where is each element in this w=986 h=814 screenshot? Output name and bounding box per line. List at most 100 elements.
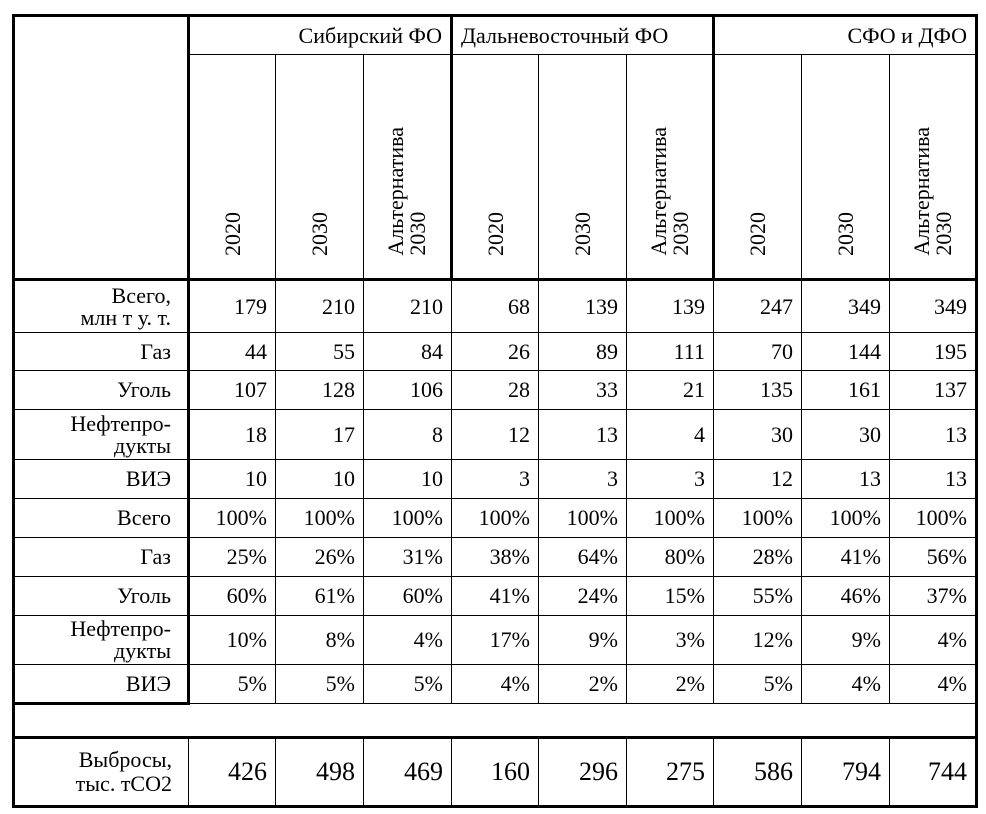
cell: 17 bbox=[275, 409, 364, 460]
cell: 12 bbox=[451, 409, 539, 460]
cell: 349 bbox=[889, 279, 977, 333]
subheader-line: 2030 bbox=[569, 212, 595, 256]
cell: 144 bbox=[801, 332, 890, 371]
cell: 137 bbox=[889, 370, 977, 410]
row-label: ВИЭ bbox=[13, 459, 190, 499]
subheader-line: 2030 bbox=[405, 212, 430, 256]
row-label: Всего, млн т у. т. bbox=[13, 279, 190, 333]
row-label: Уголь bbox=[13, 370, 190, 410]
rotated-label: Альтернатива 2030 bbox=[645, 127, 693, 256]
subheader-line: 2020 bbox=[745, 212, 770, 256]
cell: 10 bbox=[275, 459, 364, 499]
subheader-line: Альтернатива bbox=[645, 127, 671, 256]
cell: 37% bbox=[889, 576, 977, 616]
row-label-line: Выбросы, bbox=[78, 747, 172, 772]
cell: 5% bbox=[188, 664, 276, 704]
rotated-label: 2020 bbox=[745, 212, 770, 256]
group-header: СФО и ДФО bbox=[713, 15, 977, 55]
cell: 13 bbox=[889, 409, 977, 460]
data-row: Всего, млн т у. т. 179 210 210 68 139 139 247 349… bbox=[13, 279, 977, 333]
cell: 10 bbox=[188, 459, 276, 499]
cell: 8 bbox=[363, 409, 452, 460]
cell: 128 bbox=[275, 370, 364, 410]
subheader-line: 2020 bbox=[482, 212, 508, 256]
emissions-row: Выбросы, тыс. тСО2 426 498 469 160 296 275 586 79… bbox=[13, 736, 977, 807]
cell: 4% bbox=[889, 664, 977, 704]
cell: 469 bbox=[363, 736, 452, 807]
cell: 111 bbox=[626, 332, 714, 371]
corner-cell bbox=[13, 15, 190, 281]
cell: 84 bbox=[363, 332, 452, 371]
row-label-line: Нефтепро- bbox=[70, 616, 171, 641]
row-label-line: Газ bbox=[140, 338, 171, 364]
cell: 3% bbox=[626, 615, 714, 665]
cell: 179 bbox=[188, 279, 276, 333]
cell: 349 bbox=[801, 279, 890, 333]
cell: 100% bbox=[713, 498, 802, 538]
spacer-row bbox=[13, 703, 977, 738]
cell: 70 bbox=[713, 332, 802, 371]
data-row: Газ 44 55 84 26 89 111 70 144 195 bbox=[13, 332, 977, 371]
cell: 56% bbox=[889, 537, 977, 577]
row-label-line: Уголь bbox=[117, 583, 171, 608]
cell: 3 bbox=[451, 459, 539, 499]
subheader: Альтернатива 2030 bbox=[363, 54, 453, 281]
subheader-line: 2020 bbox=[219, 212, 245, 256]
cell: 33 bbox=[538, 370, 627, 410]
data-row: Газ 25% 26% 31% 38% 64% 80% 28% 41% 56% bbox=[13, 537, 977, 577]
cell: 100% bbox=[188, 498, 276, 538]
cell: 3 bbox=[538, 459, 627, 499]
cell: 46% bbox=[801, 576, 890, 616]
row-label-line: Газ bbox=[140, 544, 171, 569]
cell: 60% bbox=[363, 576, 452, 616]
group-header-row: Сибирский ФО Дальневосточный ФО СФО и ДФО bbox=[13, 15, 977, 281]
cell: 89 bbox=[538, 332, 627, 371]
subheader-line: 2030 bbox=[667, 212, 693, 256]
subheader: 2020 bbox=[451, 54, 539, 281]
subheader: 2030 bbox=[275, 54, 364, 281]
row-label: ВИЭ bbox=[13, 664, 190, 705]
data-row: Нефтепро-дукты 10% 8% 4% 17% 9% 3% 12% 9% 4% bbox=[13, 615, 977, 665]
cell: 100% bbox=[451, 498, 539, 538]
cell: 296 bbox=[538, 736, 627, 807]
cell: 30 bbox=[713, 409, 802, 460]
cell: 12 bbox=[713, 459, 802, 499]
row-label-line: млн т у. т. bbox=[80, 304, 171, 330]
cell: 55% bbox=[713, 576, 802, 616]
cell: 100% bbox=[889, 498, 977, 538]
cell: 100% bbox=[363, 498, 452, 538]
subheader: Альтернатива 2030 bbox=[889, 54, 977, 281]
cell: 195 bbox=[889, 332, 977, 371]
row-label: Всего bbox=[13, 498, 190, 538]
subheader-line: 2030 bbox=[306, 212, 332, 256]
cell: 55 bbox=[275, 332, 364, 371]
spacer-cell bbox=[13, 703, 977, 738]
cell: 4% bbox=[451, 664, 539, 704]
cell: 135 bbox=[713, 370, 802, 410]
cell: 2% bbox=[626, 664, 714, 704]
cell: 5% bbox=[363, 664, 452, 704]
cell: 21 bbox=[626, 370, 714, 410]
row-label: Уголь bbox=[13, 576, 190, 616]
data-table: Сибирский ФО Дальневосточный ФО СФО и ДФО 2… bbox=[12, 14, 978, 808]
subheader-line: Альтернатива bbox=[383, 127, 408, 256]
subheader: 2030 bbox=[801, 54, 890, 281]
cell: 161 bbox=[801, 370, 890, 410]
cell: 5% bbox=[275, 664, 364, 704]
rotated-label: 2020 bbox=[219, 212, 245, 256]
group-header: Дальневосточный ФО bbox=[451, 15, 715, 55]
cell: 586 bbox=[713, 736, 802, 807]
subheader: 2020 bbox=[713, 54, 802, 281]
cell: 498 bbox=[275, 736, 364, 807]
cell: 26% bbox=[275, 537, 364, 577]
cell: 794 bbox=[801, 736, 890, 807]
row-label-line: дукты bbox=[114, 638, 171, 663]
cell: 3 bbox=[626, 459, 714, 499]
rotated-label: Альтернатива 2030 bbox=[909, 127, 956, 256]
subheader-row: 2020 2030 Альтернатива 2030 2020 2030 Альтерна… bbox=[14, 54, 977, 281]
cell: 210 bbox=[363, 279, 452, 333]
cell: 30 bbox=[801, 409, 890, 460]
data-row: ВИЭ 10 10 10 3 3 3 12 13 13 bbox=[13, 459, 977, 499]
row-label: Выбросы, тыс. тСО2 bbox=[13, 736, 189, 807]
cell: 139 bbox=[626, 279, 714, 333]
